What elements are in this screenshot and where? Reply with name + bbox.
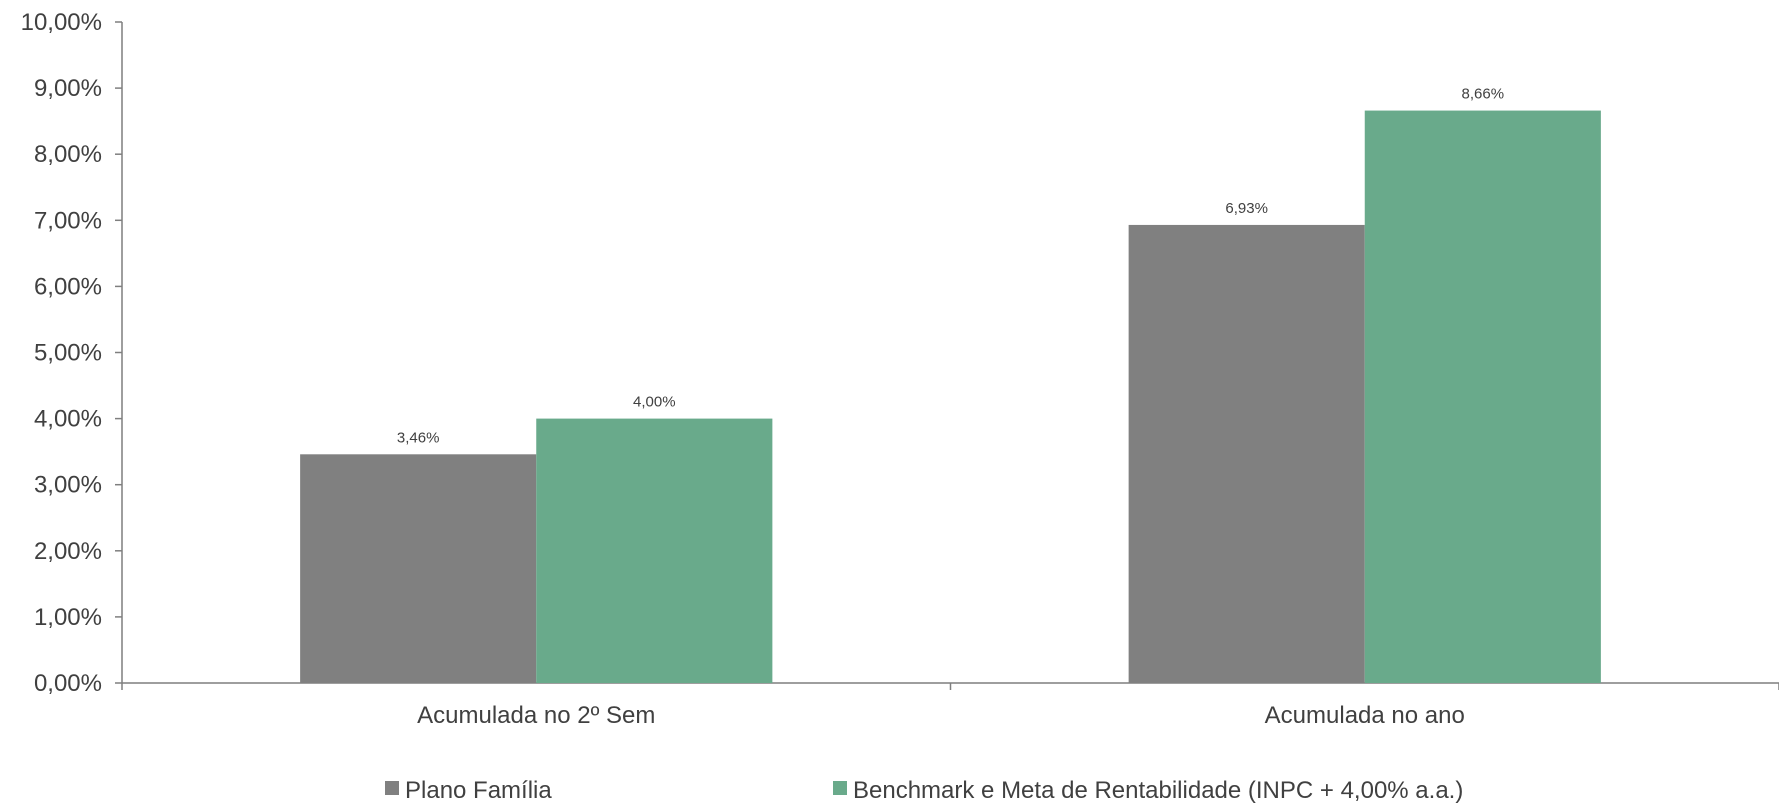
legend-label: Benchmark e Meta de Rentabilidade (INPC … [853, 777, 1463, 804]
data-label: 3,46% [397, 429, 440, 446]
legend-swatch [385, 781, 399, 795]
y-tick-label: 7,00% [34, 207, 102, 234]
y-tick-label: 8,00% [34, 141, 102, 168]
data-label: 8,66% [1462, 86, 1505, 103]
data-label: 6,93% [1225, 200, 1268, 217]
data-labels: 3,46% 4,00% 6,93% 8,66% [397, 86, 1504, 447]
y-tick-label: 5,00% [34, 340, 102, 367]
legend-label: Plano Família [405, 777, 552, 804]
data-label: 4,00% [633, 394, 676, 411]
x-axis: Acumulada no 2º Sem Acumulada no ano [121, 682, 1779, 729]
x-category-label: Acumulada no ano [1265, 702, 1465, 729]
y-tick-label: 1,00% [34, 604, 102, 631]
legend: Plano Família Benchmark e Meta de Rentabi… [385, 777, 1463, 804]
y-tick-label: 6,00% [34, 273, 102, 300]
bar [536, 418, 773, 683]
bar [1128, 224, 1365, 683]
bar [300, 454, 537, 683]
y-axis: 0,00% 1,00% 2,00% 3,00% 4,00% 5,00% 6,00% 7,00%… [21, 9, 123, 697]
legend-swatch [833, 781, 847, 795]
y-tick-label: 2,00% [34, 538, 102, 565]
y-tick-label: 9,00% [34, 75, 102, 102]
bars [300, 110, 1601, 684]
y-tick-label: 4,00% [34, 406, 102, 433]
x-category-label: Acumulada no 2º Sem [417, 702, 655, 729]
y-tick-label: 10,00% [21, 9, 102, 36]
y-tick-label: 0,00% [34, 670, 102, 697]
y-tick-label: 3,00% [34, 472, 102, 499]
bar [1364, 110, 1601, 684]
